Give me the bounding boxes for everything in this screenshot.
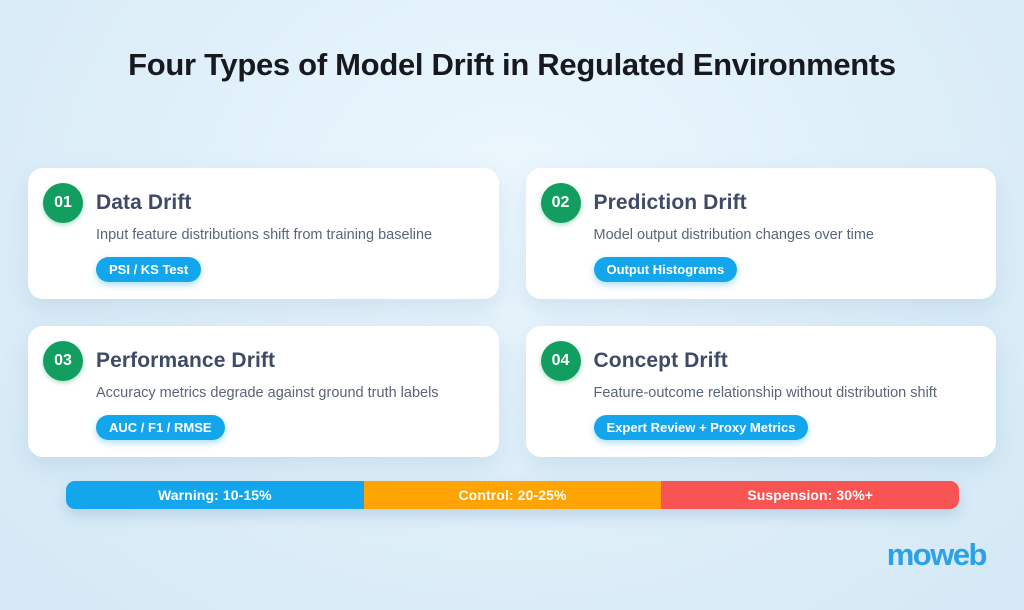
card-body: Prediction Drift Model output distributi… [593, 183, 875, 282]
card-title: Performance Drift [96, 349, 276, 372]
threshold-segment-control: Control: 20-25% [363, 481, 662, 509]
card-title: Prediction Drift [593, 191, 747, 214]
threshold-bar: Warning: 10-15% Control: 20-25% Suspensi… [66, 481, 959, 509]
method-badge: Output Histograms [593, 257, 738, 282]
card-prediction-drift: 02 Prediction Drift Model output distrib… [525, 168, 996, 299]
card-description: Model output distribution changes over t… [593, 227, 875, 243]
card-performance-drift: 03 Performance Drift Accuracy metrics de… [28, 326, 499, 457]
method-badge: Expert Review + Proxy Metrics [593, 415, 809, 440]
card-body: Concept Drift Feature-outcome relationsh… [593, 341, 937, 440]
card-data-drift: 01 Data Drift Input feature distribution… [28, 168, 499, 299]
card-number-badge: 03 [43, 341, 83, 381]
card-title: Data Drift [96, 191, 192, 214]
drift-cards-grid: 01 Data Drift Input feature distribution… [28, 168, 996, 457]
moweb-logo: moweb [886, 537, 988, 572]
card-description: Accuracy metrics degrade against ground … [96, 385, 439, 401]
card-title: Concept Drift [593, 349, 728, 372]
threshold-segment-suspension: Suspension: 30%+ [661, 481, 959, 509]
method-badge: AUC / F1 / RMSE [96, 415, 225, 440]
card-number-badge: 04 [540, 341, 581, 381]
method-badge: PSI / KS Test [96, 257, 202, 282]
card-number-badge: 02 [540, 183, 581, 223]
card-description: Feature-outcome relationship without dis… [593, 385, 937, 401]
threshold-segment-warning: Warning: 10-15% [66, 481, 364, 509]
card-body: Data Drift Input feature distributions s… [96, 183, 432, 282]
card-concept-drift: 04 Concept Drift Feature-outcome relatio… [525, 326, 996, 457]
infographic-title: Four Types of Model Drift in Regulated E… [128, 47, 896, 82]
card-description: Input feature distributions shift from t… [96, 227, 433, 243]
card-body: Performance Drift Accuracy metrics degra… [96, 341, 439, 440]
card-number-badge: 01 [43, 183, 83, 223]
